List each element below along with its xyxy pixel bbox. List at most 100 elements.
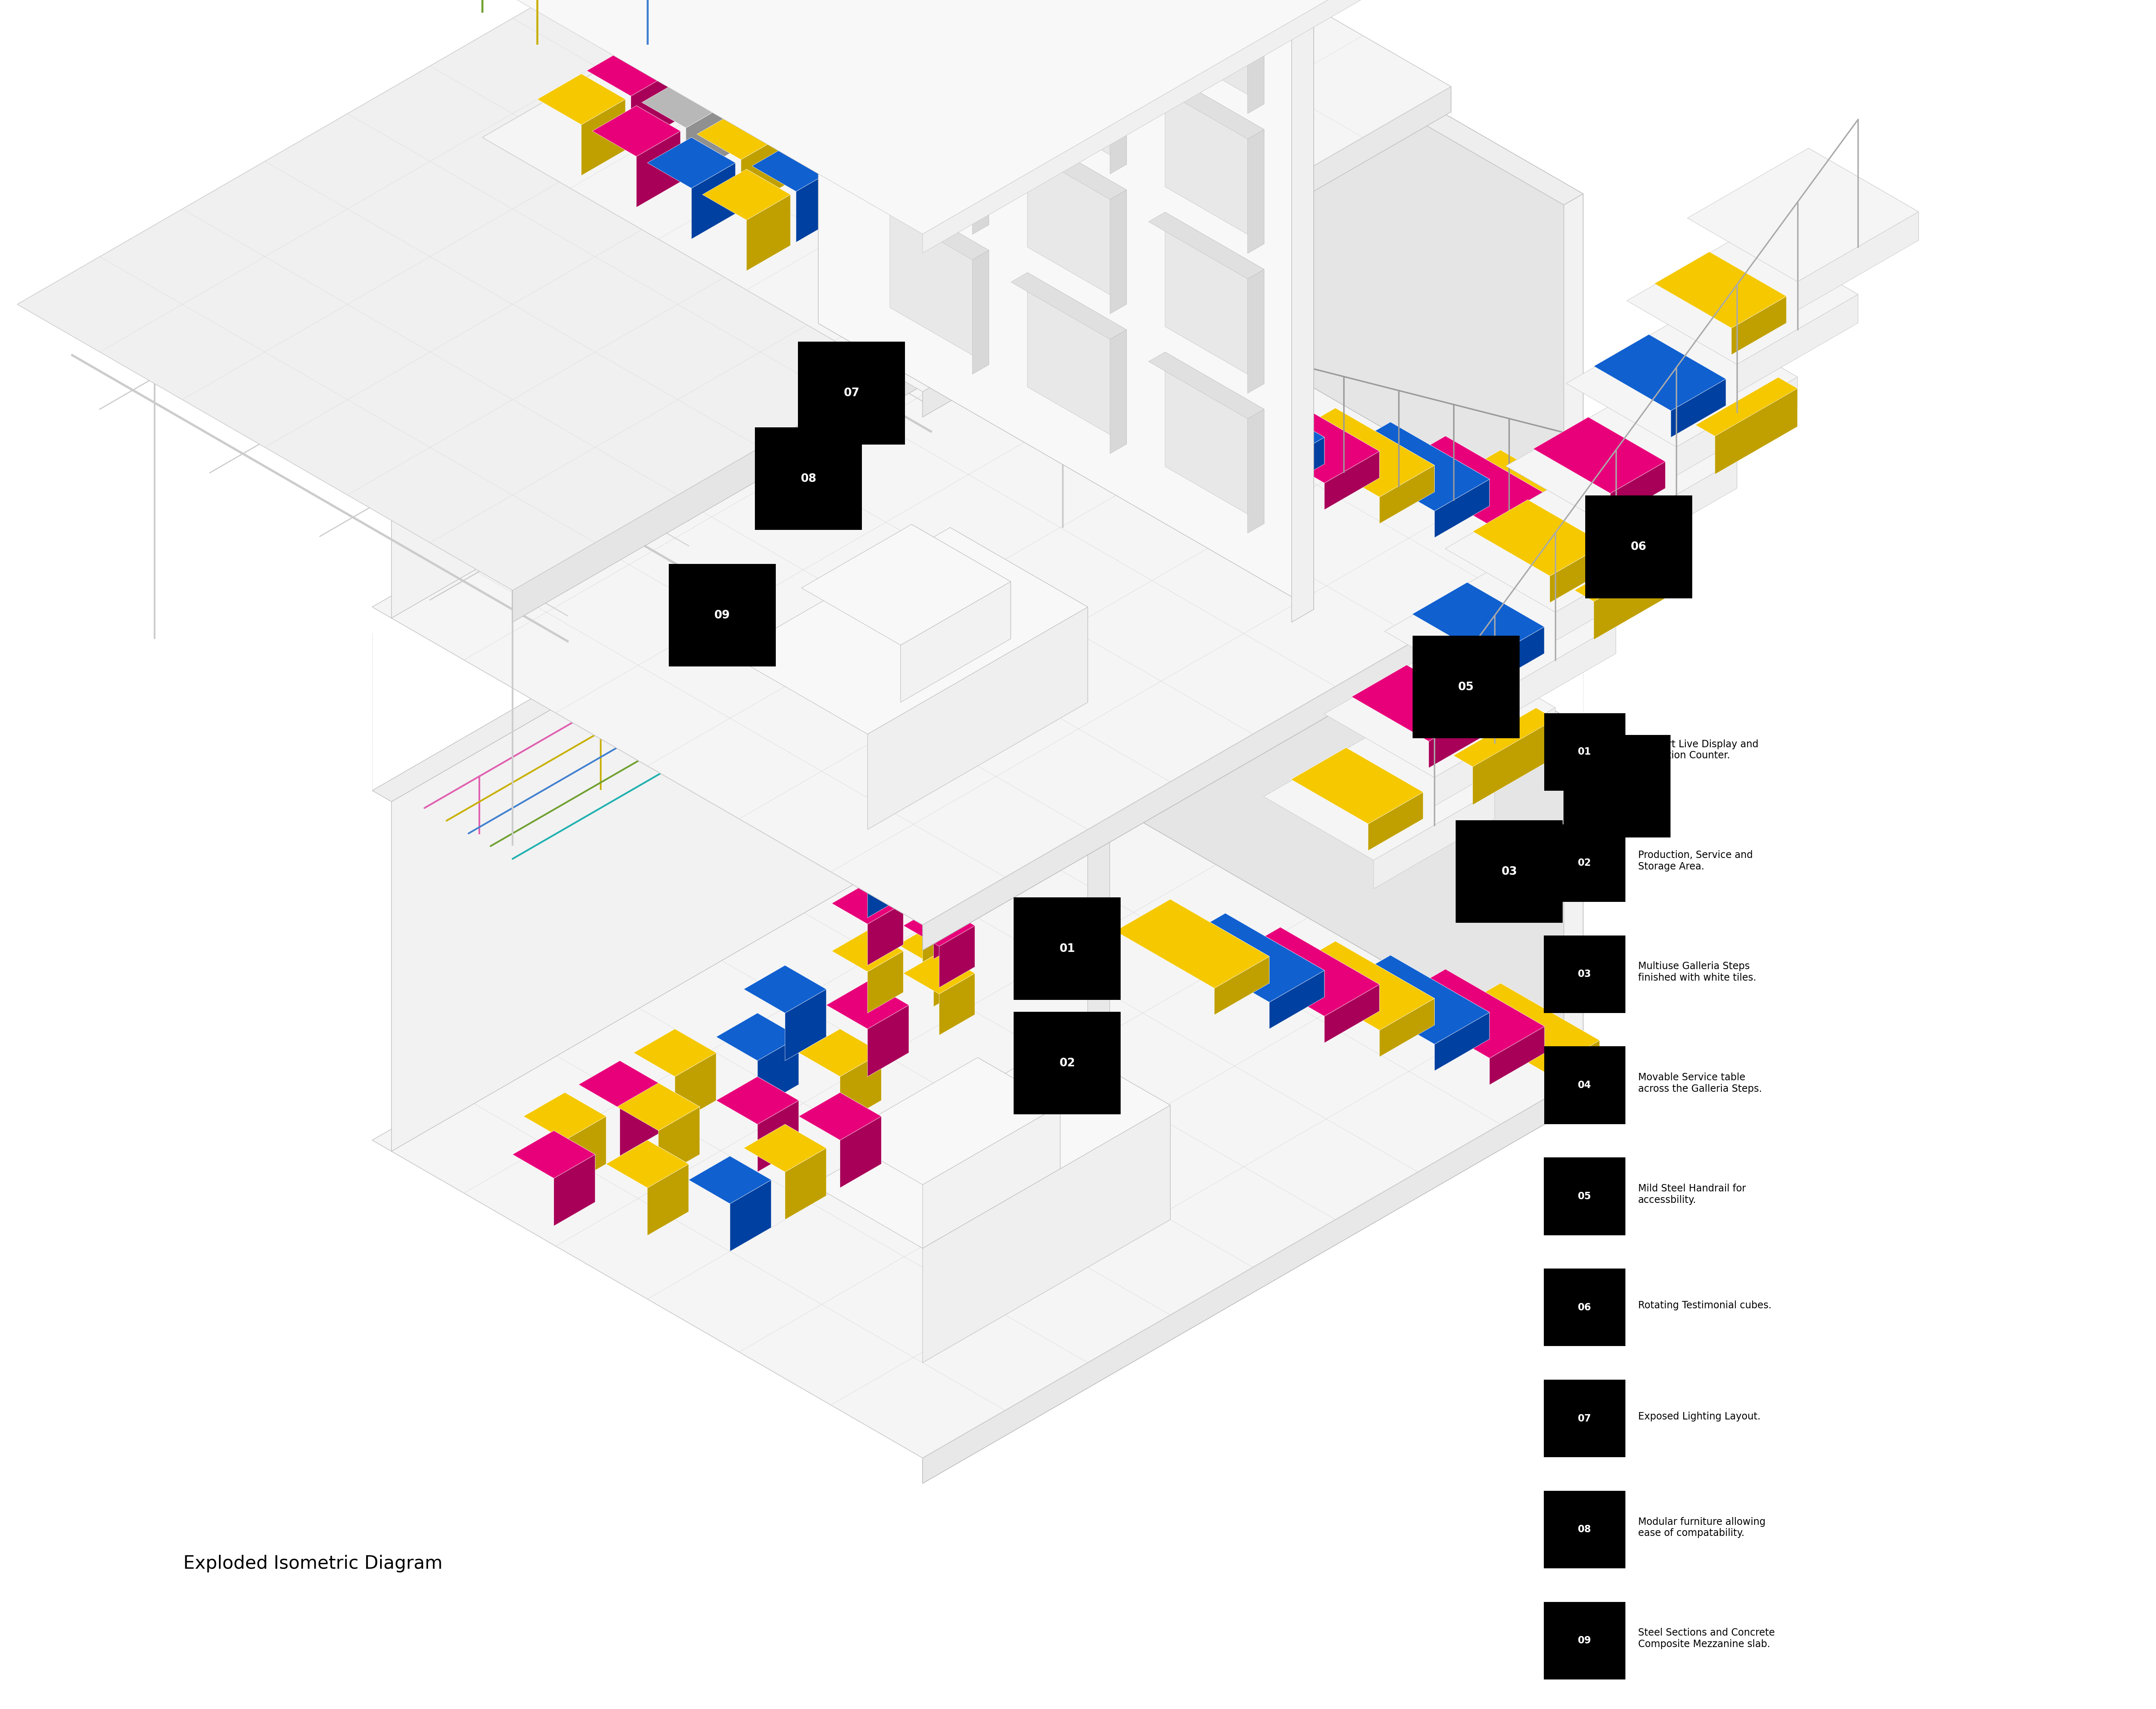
Polygon shape — [1033, 0, 1052, 236]
Polygon shape — [897, 829, 970, 870]
Polygon shape — [1391, 422, 1490, 506]
Polygon shape — [934, 925, 970, 986]
Text: 03: 03 — [1501, 866, 1518, 877]
Polygon shape — [923, 1077, 1583, 1483]
Text: 07: 07 — [843, 388, 860, 398]
Polygon shape — [373, 0, 1052, 268]
Polygon shape — [578, 1061, 662, 1109]
Polygon shape — [1149, 352, 1263, 419]
Text: 07: 07 — [1578, 1413, 1591, 1424]
Polygon shape — [524, 1092, 606, 1140]
Polygon shape — [791, 80, 834, 157]
Polygon shape — [675, 1029, 716, 1101]
Polygon shape — [1345, 747, 1423, 819]
Polygon shape — [1445, 644, 1554, 737]
Polygon shape — [513, 1131, 595, 1178]
Text: 08: 08 — [800, 473, 817, 484]
Polygon shape — [867, 882, 903, 945]
Polygon shape — [1281, 408, 1434, 497]
Polygon shape — [785, 0, 830, 58]
Polygon shape — [373, 408, 1052, 802]
Polygon shape — [923, 853, 959, 914]
Polygon shape — [867, 950, 903, 1013]
Polygon shape — [742, 21, 830, 70]
Polygon shape — [1028, 0, 1125, 164]
Polygon shape — [731, 0, 774, 65]
Polygon shape — [1171, 366, 1270, 449]
Polygon shape — [1335, 422, 1490, 511]
Polygon shape — [634, 1029, 716, 1077]
Polygon shape — [934, 829, 970, 890]
Polygon shape — [886, 832, 959, 873]
Polygon shape — [392, 0, 1052, 619]
Text: 04: 04 — [1578, 1080, 1591, 1090]
Polygon shape — [867, 981, 910, 1053]
Polygon shape — [565, 1092, 606, 1164]
Polygon shape — [1445, 449, 1600, 538]
Polygon shape — [1494, 625, 1615, 723]
Text: 06: 06 — [1630, 542, 1647, 552]
Text: 09: 09 — [714, 610, 731, 620]
Polygon shape — [886, 880, 959, 921]
Polygon shape — [923, 832, 959, 894]
Polygon shape — [731, 1179, 772, 1251]
Polygon shape — [1281, 395, 1380, 479]
Polygon shape — [1798, 212, 1919, 311]
Text: 01: 01 — [1059, 943, 1076, 954]
Polygon shape — [1688, 313, 1798, 405]
Polygon shape — [1391, 955, 1490, 1039]
Polygon shape — [1324, 451, 1380, 509]
Polygon shape — [373, 226, 1583, 925]
Polygon shape — [791, 106, 834, 181]
Polygon shape — [675, 1053, 716, 1125]
Polygon shape — [934, 877, 970, 938]
Polygon shape — [1065, 701, 1110, 726]
Polygon shape — [940, 926, 975, 988]
Polygon shape — [1544, 1041, 1600, 1099]
Polygon shape — [1335, 408, 1434, 492]
Polygon shape — [1011, 133, 1125, 200]
Polygon shape — [1434, 708, 1554, 807]
Text: Steel Sections and Concrete
Composite Mezzanine slab.: Steel Sections and Concrete Composite Me… — [1639, 1629, 1774, 1649]
Polygon shape — [1011, 0, 1125, 60]
Polygon shape — [582, 99, 625, 176]
Text: Rotating Testimonial cubes.: Rotating Testimonial cubes. — [1639, 1301, 1772, 1311]
Polygon shape — [796, 0, 884, 39]
Polygon shape — [951, 528, 1089, 702]
Polygon shape — [1225, 913, 1324, 996]
Polygon shape — [1033, 226, 1583, 569]
Polygon shape — [867, 0, 912, 43]
Polygon shape — [746, 195, 791, 272]
Polygon shape — [647, 137, 735, 188]
Polygon shape — [1324, 984, 1380, 1042]
Polygon shape — [845, 113, 890, 188]
Polygon shape — [972, 0, 990, 94]
Polygon shape — [1281, 928, 1380, 1012]
Polygon shape — [940, 858, 975, 919]
Polygon shape — [923, 0, 966, 48]
Polygon shape — [972, 111, 990, 234]
Polygon shape — [1373, 790, 1494, 889]
Polygon shape — [1115, 899, 1270, 988]
Polygon shape — [1391, 969, 1544, 1058]
Polygon shape — [934, 3, 1022, 55]
Polygon shape — [1473, 719, 1554, 805]
Polygon shape — [1554, 542, 1677, 641]
Polygon shape — [890, 0, 990, 85]
Polygon shape — [642, 77, 731, 128]
Polygon shape — [658, 1084, 701, 1155]
Polygon shape — [1089, 701, 1110, 1065]
Polygon shape — [785, 0, 830, 32]
Polygon shape — [1115, 366, 1270, 455]
Polygon shape — [923, 805, 959, 866]
Polygon shape — [554, 1131, 595, 1201]
Polygon shape — [392, 420, 1052, 1152]
Polygon shape — [923, 901, 959, 962]
Polygon shape — [1248, 130, 1263, 253]
Polygon shape — [1110, 190, 1125, 314]
Polygon shape — [757, 1037, 798, 1109]
Polygon shape — [867, 836, 903, 897]
Polygon shape — [742, 0, 830, 7]
Polygon shape — [735, 73, 780, 150]
Polygon shape — [1110, 330, 1125, 453]
